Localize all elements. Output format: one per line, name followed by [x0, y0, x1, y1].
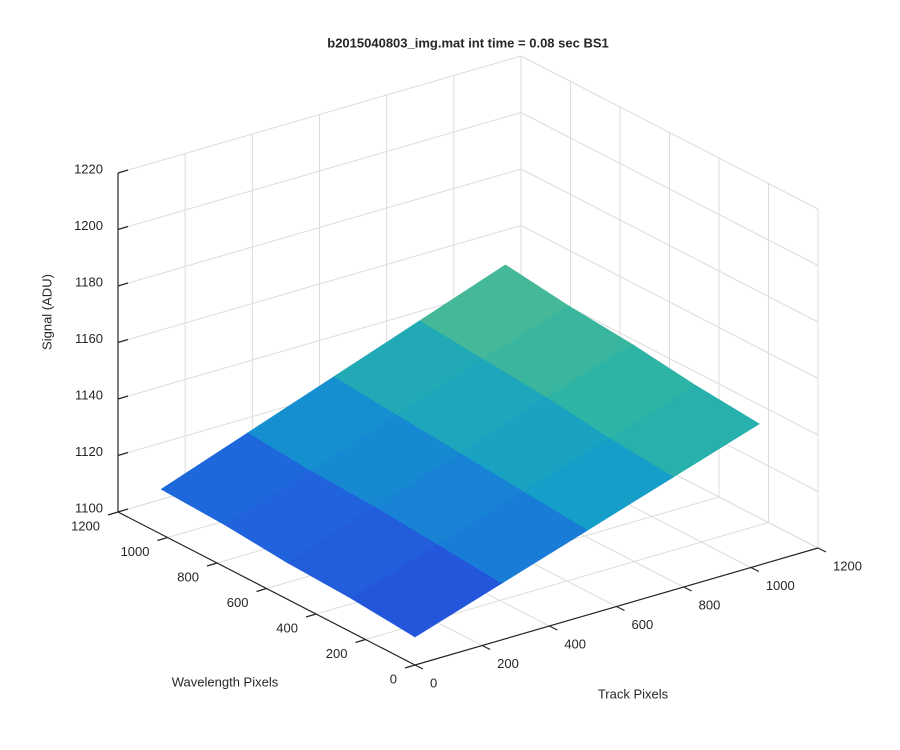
z-tick-label: 1140: [75, 387, 103, 402]
z-tick-label: 1180: [75, 274, 103, 289]
y-tick-label: 1000: [121, 544, 150, 559]
x-tick: [750, 566, 760, 573]
z-tick: [117, 225, 129, 231]
grid-line: [520, 168, 819, 323]
y-tick: [404, 664, 416, 669]
grid-line: [520, 55, 819, 210]
x-tick: [481, 644, 491, 651]
y-tick-label: 200: [326, 646, 348, 661]
y-tick-label: 0: [390, 671, 397, 686]
grid-line: [520, 112, 819, 266]
z-tick: [117, 395, 129, 400]
grid-line: [117, 168, 522, 287]
y-tick: [256, 587, 267, 593]
y-tick-label: 400: [276, 620, 298, 635]
grid-line: [117, 112, 522, 230]
y-tick: [206, 562, 218, 567]
y-axis-label: Wavelength Pixels: [172, 674, 279, 689]
x-tick: [549, 625, 558, 631]
x-tick: [683, 586, 692, 592]
y-tick-label: 600: [227, 595, 249, 610]
z-tick: [117, 338, 129, 344]
x-tick: [414, 664, 424, 670]
z-tick-label: 1100: [75, 500, 103, 515]
chart-title: b2015040803_img.mat int time = 0.08 sec …: [327, 35, 608, 50]
grid-line: [117, 55, 522, 174]
x-tick-label: 1000: [766, 578, 795, 593]
y-tick: [305, 613, 317, 618]
z-tick-label: 1160: [75, 331, 103, 346]
x-tick-label: 0: [430, 675, 437, 690]
z-tick: [117, 169, 129, 174]
x-tick-label: 400: [564, 636, 586, 651]
z-tick: [117, 282, 129, 287]
y-tick: [107, 511, 119, 516]
x-tick: [616, 605, 625, 612]
x-tick-label: 800: [699, 597, 721, 612]
surface-layer: [160, 264, 760, 638]
z-axis-label: Signal (ADU): [39, 274, 54, 350]
grid-line: [520, 225, 819, 379]
grid-line: [117, 225, 522, 343]
z-tick: [117, 451, 129, 457]
x-tick-label: 600: [632, 617, 654, 632]
x-tick-label: 200: [497, 656, 519, 671]
z-tick-label: 1200: [74, 218, 103, 233]
y-tick-label: 800: [177, 569, 199, 584]
y-tick: [355, 638, 366, 644]
y-tick: [157, 536, 168, 542]
y-tick-label: 1200: [71, 518, 100, 533]
axis-layer: 1100 1120 1140 1160 1180 1200 1220 0 200 400 600 80…: [71, 161, 862, 690]
z-tick: [117, 508, 129, 513]
x-tick: [817, 547, 827, 553]
surface-patch: [350, 544, 502, 638]
z-tick-label: 1120: [75, 444, 103, 459]
x-tick-label: 1200: [833, 558, 862, 573]
x-axis-label: Track Pixels: [598, 686, 669, 701]
z-tick-label: 1220: [74, 161, 103, 176]
